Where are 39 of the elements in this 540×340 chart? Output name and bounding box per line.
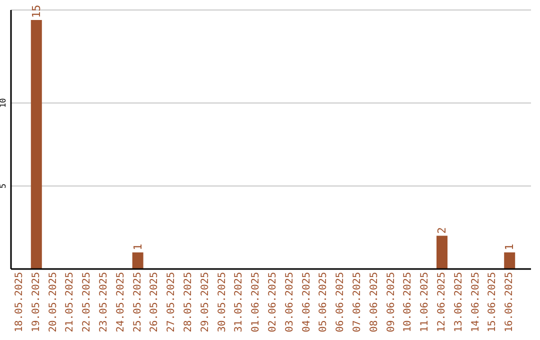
x-tick-label: 15.06.2025 bbox=[487, 272, 498, 332]
data-label: 1 bbox=[131, 244, 144, 250]
x-tick-label: 10.06.2025 bbox=[402, 272, 414, 332]
x-tick-label: 31.05.2025 bbox=[234, 272, 245, 332]
x-tick-label: 08.06.2025 bbox=[368, 272, 380, 332]
data-label: 15 bbox=[30, 4, 43, 18]
x-tick-label: 12.06.2025 bbox=[436, 272, 448, 332]
x-tick-label: 29.05.2025 bbox=[200, 272, 211, 332]
x-tick-label: 05.06.2025 bbox=[318, 272, 330, 332]
x-tick-label: 04.06.2025 bbox=[301, 272, 312, 332]
x-tick-label: 30.05.2025 bbox=[216, 272, 228, 332]
y-tick-label: 5 bbox=[0, 183, 8, 188]
x-tick-label: 26.05.2025 bbox=[149, 272, 160, 332]
x-tick-label: 27.05.2025 bbox=[166, 272, 178, 332]
data-label: 2 bbox=[436, 227, 448, 234]
x-tick-label: 06.06.2025 bbox=[335, 272, 346, 332]
x-tick-label: 19.05.2025 bbox=[30, 272, 42, 332]
bar bbox=[132, 252, 144, 269]
x-tick-label: 07.06.2025 bbox=[352, 272, 363, 332]
bar bbox=[504, 252, 516, 269]
x-tick-label: 22.05.2025 bbox=[82, 272, 93, 332]
x-tick-label: 09.06.2025 bbox=[386, 272, 397, 332]
x-tick-label: 24.05.2025 bbox=[115, 272, 126, 332]
bar bbox=[436, 236, 448, 269]
x-tick-label: 20.05.2025 bbox=[48, 272, 59, 332]
x-tick-label: 23.05.2025 bbox=[98, 272, 110, 332]
x-tick-label: 02.06.2025 bbox=[267, 272, 278, 332]
data-label: 1 bbox=[503, 244, 516, 250]
x-tick-label: 21.05.2025 bbox=[64, 272, 76, 332]
bar bbox=[30, 20, 42, 269]
x-tick-label: 25.05.2025 bbox=[132, 272, 144, 332]
x-tick-label: 01.06.2025 bbox=[250, 272, 262, 332]
x-tick-label: 13.06.2025 bbox=[453, 272, 464, 332]
x-tick-label: 14.06.2025 bbox=[470, 272, 482, 332]
x-tick-label: 28.05.2025 bbox=[182, 272, 194, 332]
x-tick-label: 03.06.2025 bbox=[284, 272, 296, 332]
x-tick-label: 16.06.2025 bbox=[504, 272, 516, 332]
x-tick-label: 11.06.2025 bbox=[420, 272, 431, 332]
x-tick-label: 18.05.2025 bbox=[14, 272, 25, 332]
